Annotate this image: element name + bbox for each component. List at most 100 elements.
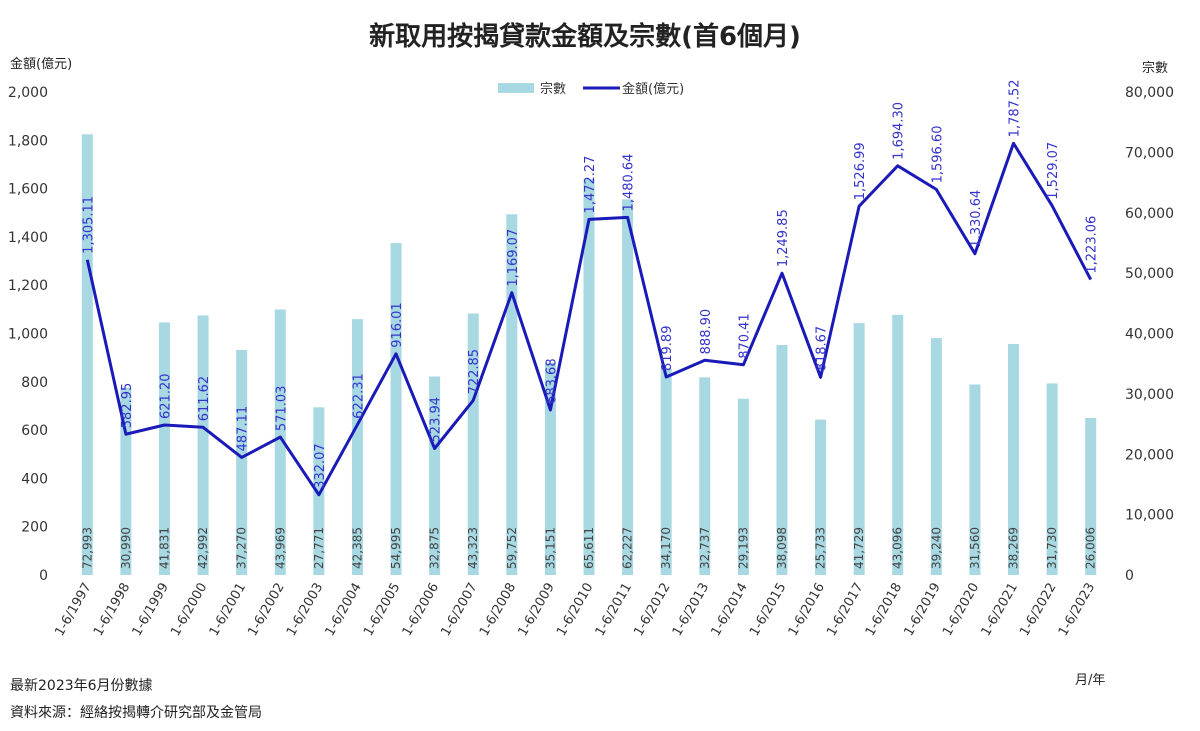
bar-value-label: 30,990 <box>119 527 133 569</box>
bar-value-label: 54,995 <box>389 527 403 569</box>
bar-value-label: 31,560 <box>968 527 982 569</box>
x-tick-label: 1-6/2023 <box>1056 581 1098 639</box>
line-value-label: 818.67 <box>815 326 830 372</box>
left-axis-unit: 金額(億元) <box>10 56 72 72</box>
right-tick-label: 80,000 <box>1125 85 1174 101</box>
bar <box>313 407 325 575</box>
bar <box>583 178 595 575</box>
bar-value-label: 65,611 <box>582 527 596 569</box>
bar-value-label: 41,831 <box>157 527 171 569</box>
right-tick-label: 10,000 <box>1125 508 1174 524</box>
bar <box>892 314 904 575</box>
bar <box>969 384 981 575</box>
x-tick-label: 1-6/2020 <box>940 581 982 639</box>
x-tick-label: 1-6/2007 <box>438 581 480 639</box>
x-tick-label: 1-6/2004 <box>323 581 365 639</box>
left-tick-label: 1,600 <box>8 182 48 198</box>
x-tick-label: 1-6/2000 <box>168 581 210 639</box>
bar <box>81 134 93 576</box>
line-value-label: 888.90 <box>699 309 714 355</box>
left-tick-label: 800 <box>21 375 48 391</box>
bar-value-label: 43,323 <box>466 527 480 569</box>
bar-value-label: 42,385 <box>350 527 364 569</box>
bar <box>120 387 132 575</box>
bar-value-label: 32,875 <box>428 527 442 569</box>
bar-value-label: 34,170 <box>659 527 673 569</box>
legend: 宗數 金額(億元) <box>498 81 684 97</box>
bar <box>274 309 286 575</box>
x-tick-label: 1-6/2002 <box>245 581 287 639</box>
x-tick-label: 1-6/2015 <box>747 581 789 639</box>
bar-value-label: 26,006 <box>1084 527 1098 569</box>
x-axis-labels: 1-6/19971-6/19981-6/19991-6/20001-6/2001… <box>52 581 1098 639</box>
bar <box>737 398 749 575</box>
bar <box>1046 383 1058 575</box>
bar <box>197 315 209 575</box>
x-tick-label: 1-6/2003 <box>284 581 326 639</box>
x-tick-label: 1-6/2001 <box>207 581 249 639</box>
bar <box>660 368 672 575</box>
line-value-label: 1,480.64 <box>622 154 637 212</box>
x-tick-label: 1-6/2012 <box>631 581 673 639</box>
line-value-label: 1,169.07 <box>506 229 521 287</box>
x-tick-label: 1-6/1997 <box>52 581 94 639</box>
legend-bar-label: 宗數 <box>540 81 566 97</box>
right-tick-label: 30,000 <box>1125 387 1174 403</box>
left-tick-label: 1,000 <box>8 327 48 343</box>
bar-value-label: 35,151 <box>543 527 557 569</box>
line-value-label: 1,596.60 <box>930 126 945 184</box>
bar-value-label: 38,098 <box>775 527 789 569</box>
source-note: 資料來源：經絡按揭轉介研究部及金管局 <box>10 705 262 721</box>
line-value-label: 819.89 <box>660 325 675 371</box>
bar <box>429 376 441 575</box>
line-value-label: 1,330.64 <box>969 190 984 248</box>
right-axis: 0 10,000 20,000 30,000 40,000 50,000 60,000 70,… <box>1125 85 1174 584</box>
bar-value-label: 38,269 <box>1007 527 1021 569</box>
line-value-label: 622.31 <box>351 373 366 419</box>
bar-value-label: 59,752 <box>505 527 519 569</box>
bar-value-label: 27,771 <box>312 527 326 569</box>
right-tick-label: 70,000 <box>1125 145 1174 161</box>
bar-value-label: 42,992 <box>196 527 210 569</box>
line-value-label: 621.20 <box>158 373 173 419</box>
bar-value-label: 62,227 <box>621 527 635 569</box>
bar <box>544 362 556 575</box>
bar <box>699 377 711 575</box>
line-value-label: 916.01 <box>390 302 405 348</box>
line-value-label: 332.07 <box>313 443 328 489</box>
x-tick-label: 1-6/2017 <box>824 581 866 639</box>
left-tick-label: 600 <box>21 423 48 439</box>
bar <box>622 199 634 575</box>
x-tick-label: 1-6/2014 <box>708 581 750 639</box>
bar <box>776 344 788 575</box>
line-value-label: 722.85 <box>467 349 482 395</box>
amount-line <box>85 141 1093 497</box>
x-tick-label: 1-6/2005 <box>361 581 403 639</box>
line-value-label: 1,305.11 <box>81 196 96 254</box>
right-axis-unit: 宗數 <box>1142 60 1168 76</box>
bar <box>467 313 479 575</box>
left-tick-label: 2,000 <box>8 85 48 101</box>
x-tick-label: 1-6/2018 <box>863 581 905 639</box>
line-value-label: 870.41 <box>737 313 752 359</box>
bar-value-label: 39,240 <box>929 527 943 569</box>
bar-labels: 72,993 30,990 41,831 42,992 37,270 43,969 27,7… <box>80 527 1097 569</box>
bar <box>158 322 170 575</box>
line-value-label: 582.95 <box>120 383 135 429</box>
left-tick-label: 400 <box>21 471 48 487</box>
right-tick-label: 0 <box>1125 568 1134 584</box>
right-tick-label: 60,000 <box>1125 206 1174 222</box>
bar <box>815 419 827 575</box>
bar <box>853 323 865 575</box>
x-tick-label: 1-6/2008 <box>477 581 519 639</box>
bar <box>1008 343 1020 575</box>
bar <box>351 319 363 575</box>
bar <box>236 349 248 575</box>
x-tick-label: 1-6/2019 <box>901 581 943 639</box>
bar-value-label: 41,729 <box>852 527 866 569</box>
left-tick-label: 1,800 <box>8 133 48 149</box>
bar <box>506 214 518 575</box>
line-value-label: 683.68 <box>544 358 559 404</box>
chart-title: 新取用按揭貸款金額及宗數(首6個月) <box>369 21 801 52</box>
